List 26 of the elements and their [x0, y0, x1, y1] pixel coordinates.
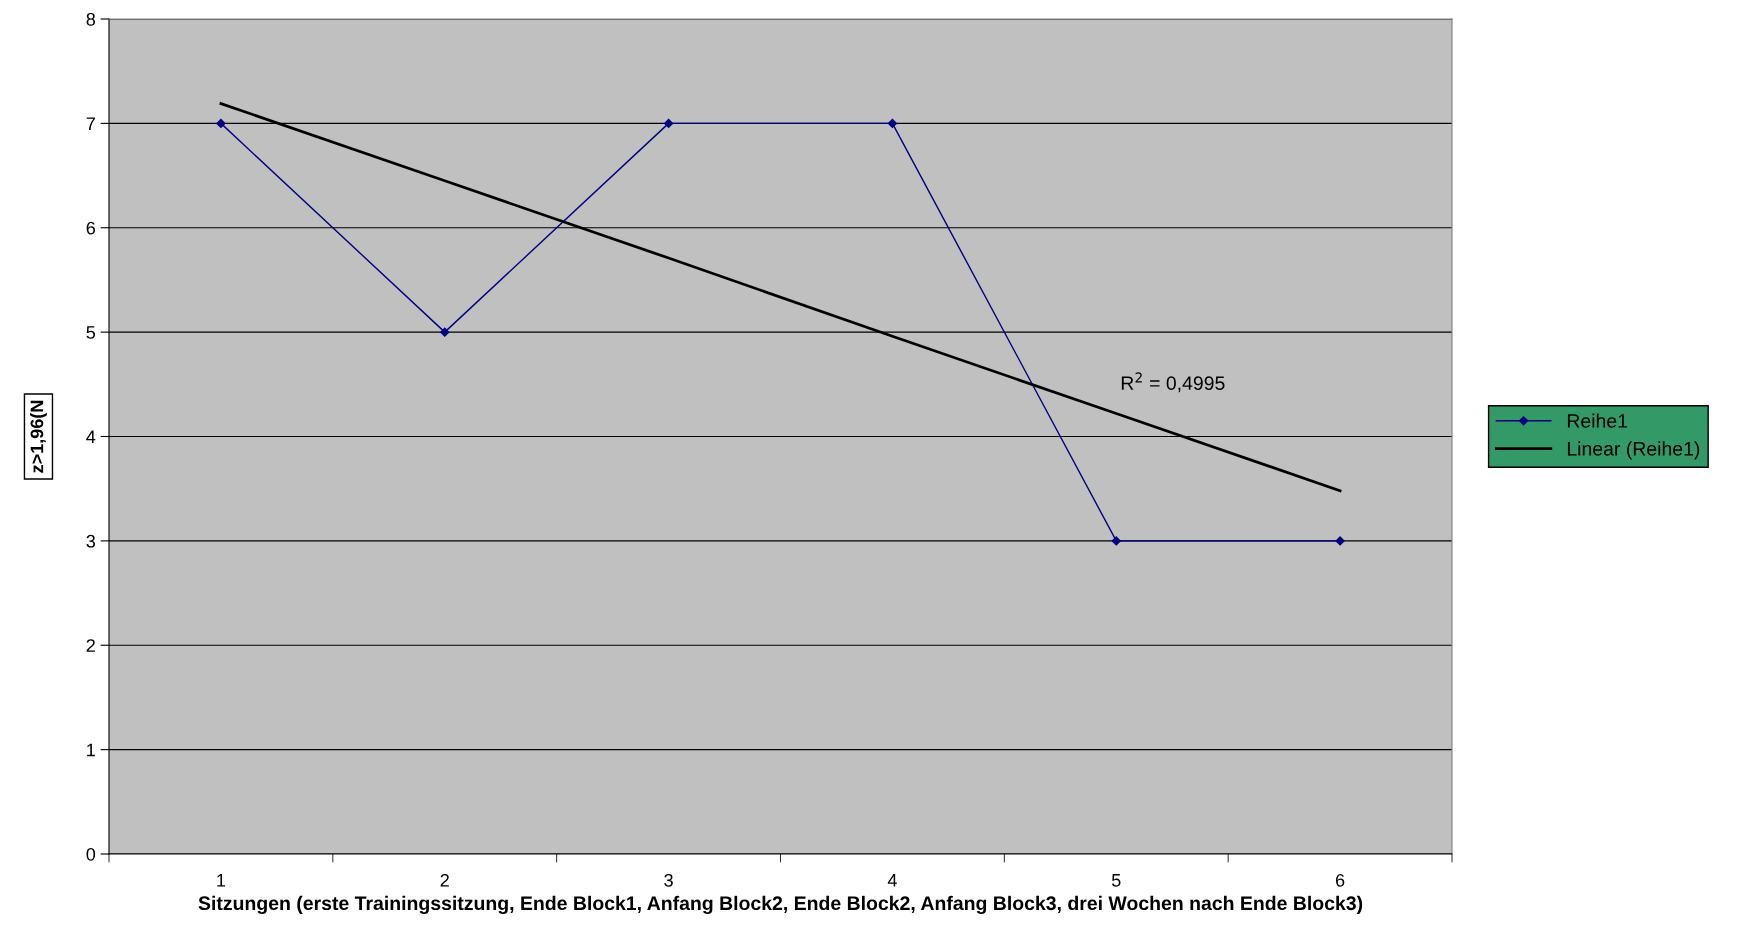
y-tick-label: 0 [86, 847, 96, 861]
point [440, 327, 450, 337]
point [216, 118, 226, 128]
point [1111, 536, 1121, 546]
point [1335, 536, 1345, 546]
y-axis-title: z>1,96(N [30, 400, 47, 473]
y-tick-label: 3 [86, 534, 96, 548]
y-tick-label: 7 [86, 117, 95, 130]
x-tick-label: 4 [887, 874, 897, 887]
x-axis-title: Sitzungen (erste Trainingssitzung, Ende Block1, Anfang Block2, Ende Block2, Anfang Block3, drei Wochen nach Ende Block3) [198, 895, 1363, 915]
x-tick-label: 3 [664, 873, 673, 887]
x-tick-label: 6 [1335, 873, 1345, 887]
legend-label: Reihe1 [1567, 413, 1628, 428]
y-tick-label: 1 [87, 743, 95, 757]
y-tick-label: 5 [86, 326, 96, 339]
x-tick-label: 5 [1111, 874, 1121, 887]
y-tick-label: 6 [86, 221, 96, 235]
annotation: R$^{2}$ = 0,4995 [1121, 372, 1225, 393]
point [663, 118, 674, 128]
x-tick-label: 1 [217, 874, 226, 887]
point [887, 118, 898, 128]
y-tick-label: 8 [86, 12, 96, 26]
y-tick-label: 4 [86, 430, 96, 444]
y-tick-label: 2 [86, 639, 95, 652]
x-tick-label: 2 [440, 873, 449, 887]
legend-label: Linear (Reihe1) [1567, 441, 1700, 460]
